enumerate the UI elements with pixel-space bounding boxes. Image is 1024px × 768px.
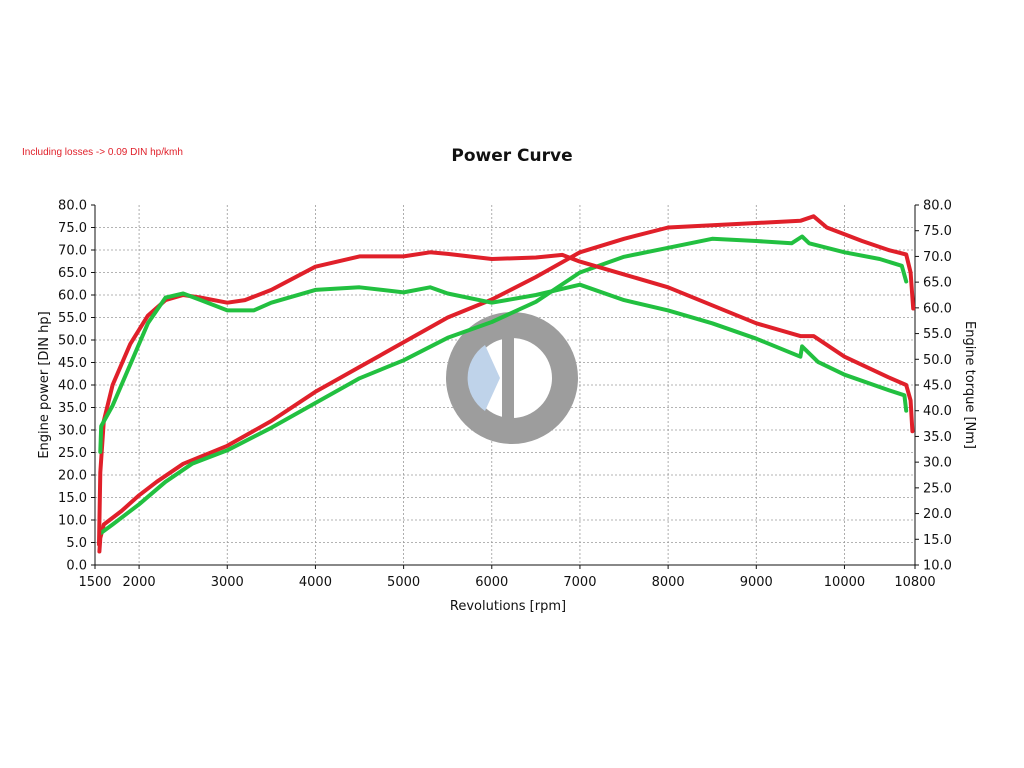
- y-right-tick-label: 55.0: [923, 327, 952, 342]
- y-right-tick-label: 40.0: [923, 404, 952, 419]
- x-tick-label: 2000: [123, 575, 156, 590]
- y-left-tick-label: 60.0: [58, 289, 87, 304]
- series-layer: [97, 214, 916, 554]
- x-tick-label: 6000: [475, 575, 508, 590]
- y-left-tick-label: 75.0: [58, 221, 87, 236]
- x-tick-label: 9000: [740, 575, 773, 590]
- y-right-tick-label: 25.0: [923, 481, 952, 496]
- chart-title: Power Curve: [451, 146, 573, 166]
- y-right-tick-label: 70.0: [923, 250, 952, 265]
- x-tick-label: 1500: [78, 575, 111, 590]
- y-left-tick-label: 5.0: [66, 536, 87, 551]
- y-axis-right-label: Engine torque [Nm]: [962, 321, 977, 449]
- x-tick-label: 8000: [652, 575, 685, 590]
- tick-layer: 0.0 5.0 10.0 15.0 20.0 25.0 30.0 35.0 40.0 45.0 50…: [58, 199, 952, 591]
- y-right-tick-label: 15.0: [923, 533, 952, 548]
- y-right-tick-label: 20.0: [923, 507, 952, 522]
- x-tick-label: 4000: [299, 575, 332, 590]
- y-left-tick-label: 15.0: [58, 491, 87, 506]
- y-left-tick-label: 80.0: [58, 199, 87, 214]
- y-left-tick-label: 65.0: [58, 266, 87, 281]
- grid-layer: [95, 205, 915, 565]
- y-left-tick-label: 25.0: [58, 446, 87, 461]
- y-right-tick-label: 35.0: [923, 430, 952, 445]
- y-right-tick-label: 10.0: [923, 559, 952, 574]
- axes-layer: [91, 204, 919, 569]
- y-axis-left-label: Engine power [DIN hp]: [37, 311, 52, 458]
- x-tick-label: 10000: [824, 575, 865, 590]
- x-tick-label: 5000: [387, 575, 420, 590]
- x-axis-label: Revolutions [rpm]: [450, 599, 566, 614]
- y-right-tick-label: 45.0: [923, 379, 952, 394]
- y-left-tick-label: 35.0: [58, 401, 87, 416]
- y-left-tick-label: 50.0: [58, 334, 87, 349]
- y-right-tick-label: 75.0: [923, 224, 952, 239]
- losses-note: Including losses -> 0.09 DIN hp/kmh: [22, 147, 183, 158]
- y-left-tick-label: 40.0: [58, 379, 87, 394]
- green-torque-line: [98, 282, 909, 454]
- green-power-line: [98, 234, 909, 536]
- watermark-logo: [446, 312, 578, 444]
- x-tick-label: 7000: [563, 575, 596, 590]
- red-power-line: [97, 214, 916, 554]
- x-tick-label: 10800: [894, 575, 935, 590]
- y-left-tick-label: 45.0: [58, 356, 87, 371]
- y-left-tick-label: 30.0: [58, 424, 87, 439]
- y-right-tick-label: 50.0: [923, 353, 952, 368]
- y-right-tick-label: 65.0: [923, 276, 952, 291]
- y-left-tick-label: 70.0: [58, 244, 87, 259]
- red-torque-line: [97, 250, 915, 547]
- y-right-tick-label: 30.0: [923, 456, 952, 471]
- y-right-tick-label: 60.0: [923, 301, 952, 316]
- y-right-tick-label: 80.0: [923, 199, 952, 214]
- y-left-tick-label: 55.0: [58, 311, 87, 326]
- y-left-tick-label: 0.0: [66, 559, 87, 574]
- x-tick-label: 3000: [211, 575, 244, 590]
- y-left-tick-label: 20.0: [58, 469, 87, 484]
- y-left-tick-label: 10.0: [58, 514, 87, 529]
